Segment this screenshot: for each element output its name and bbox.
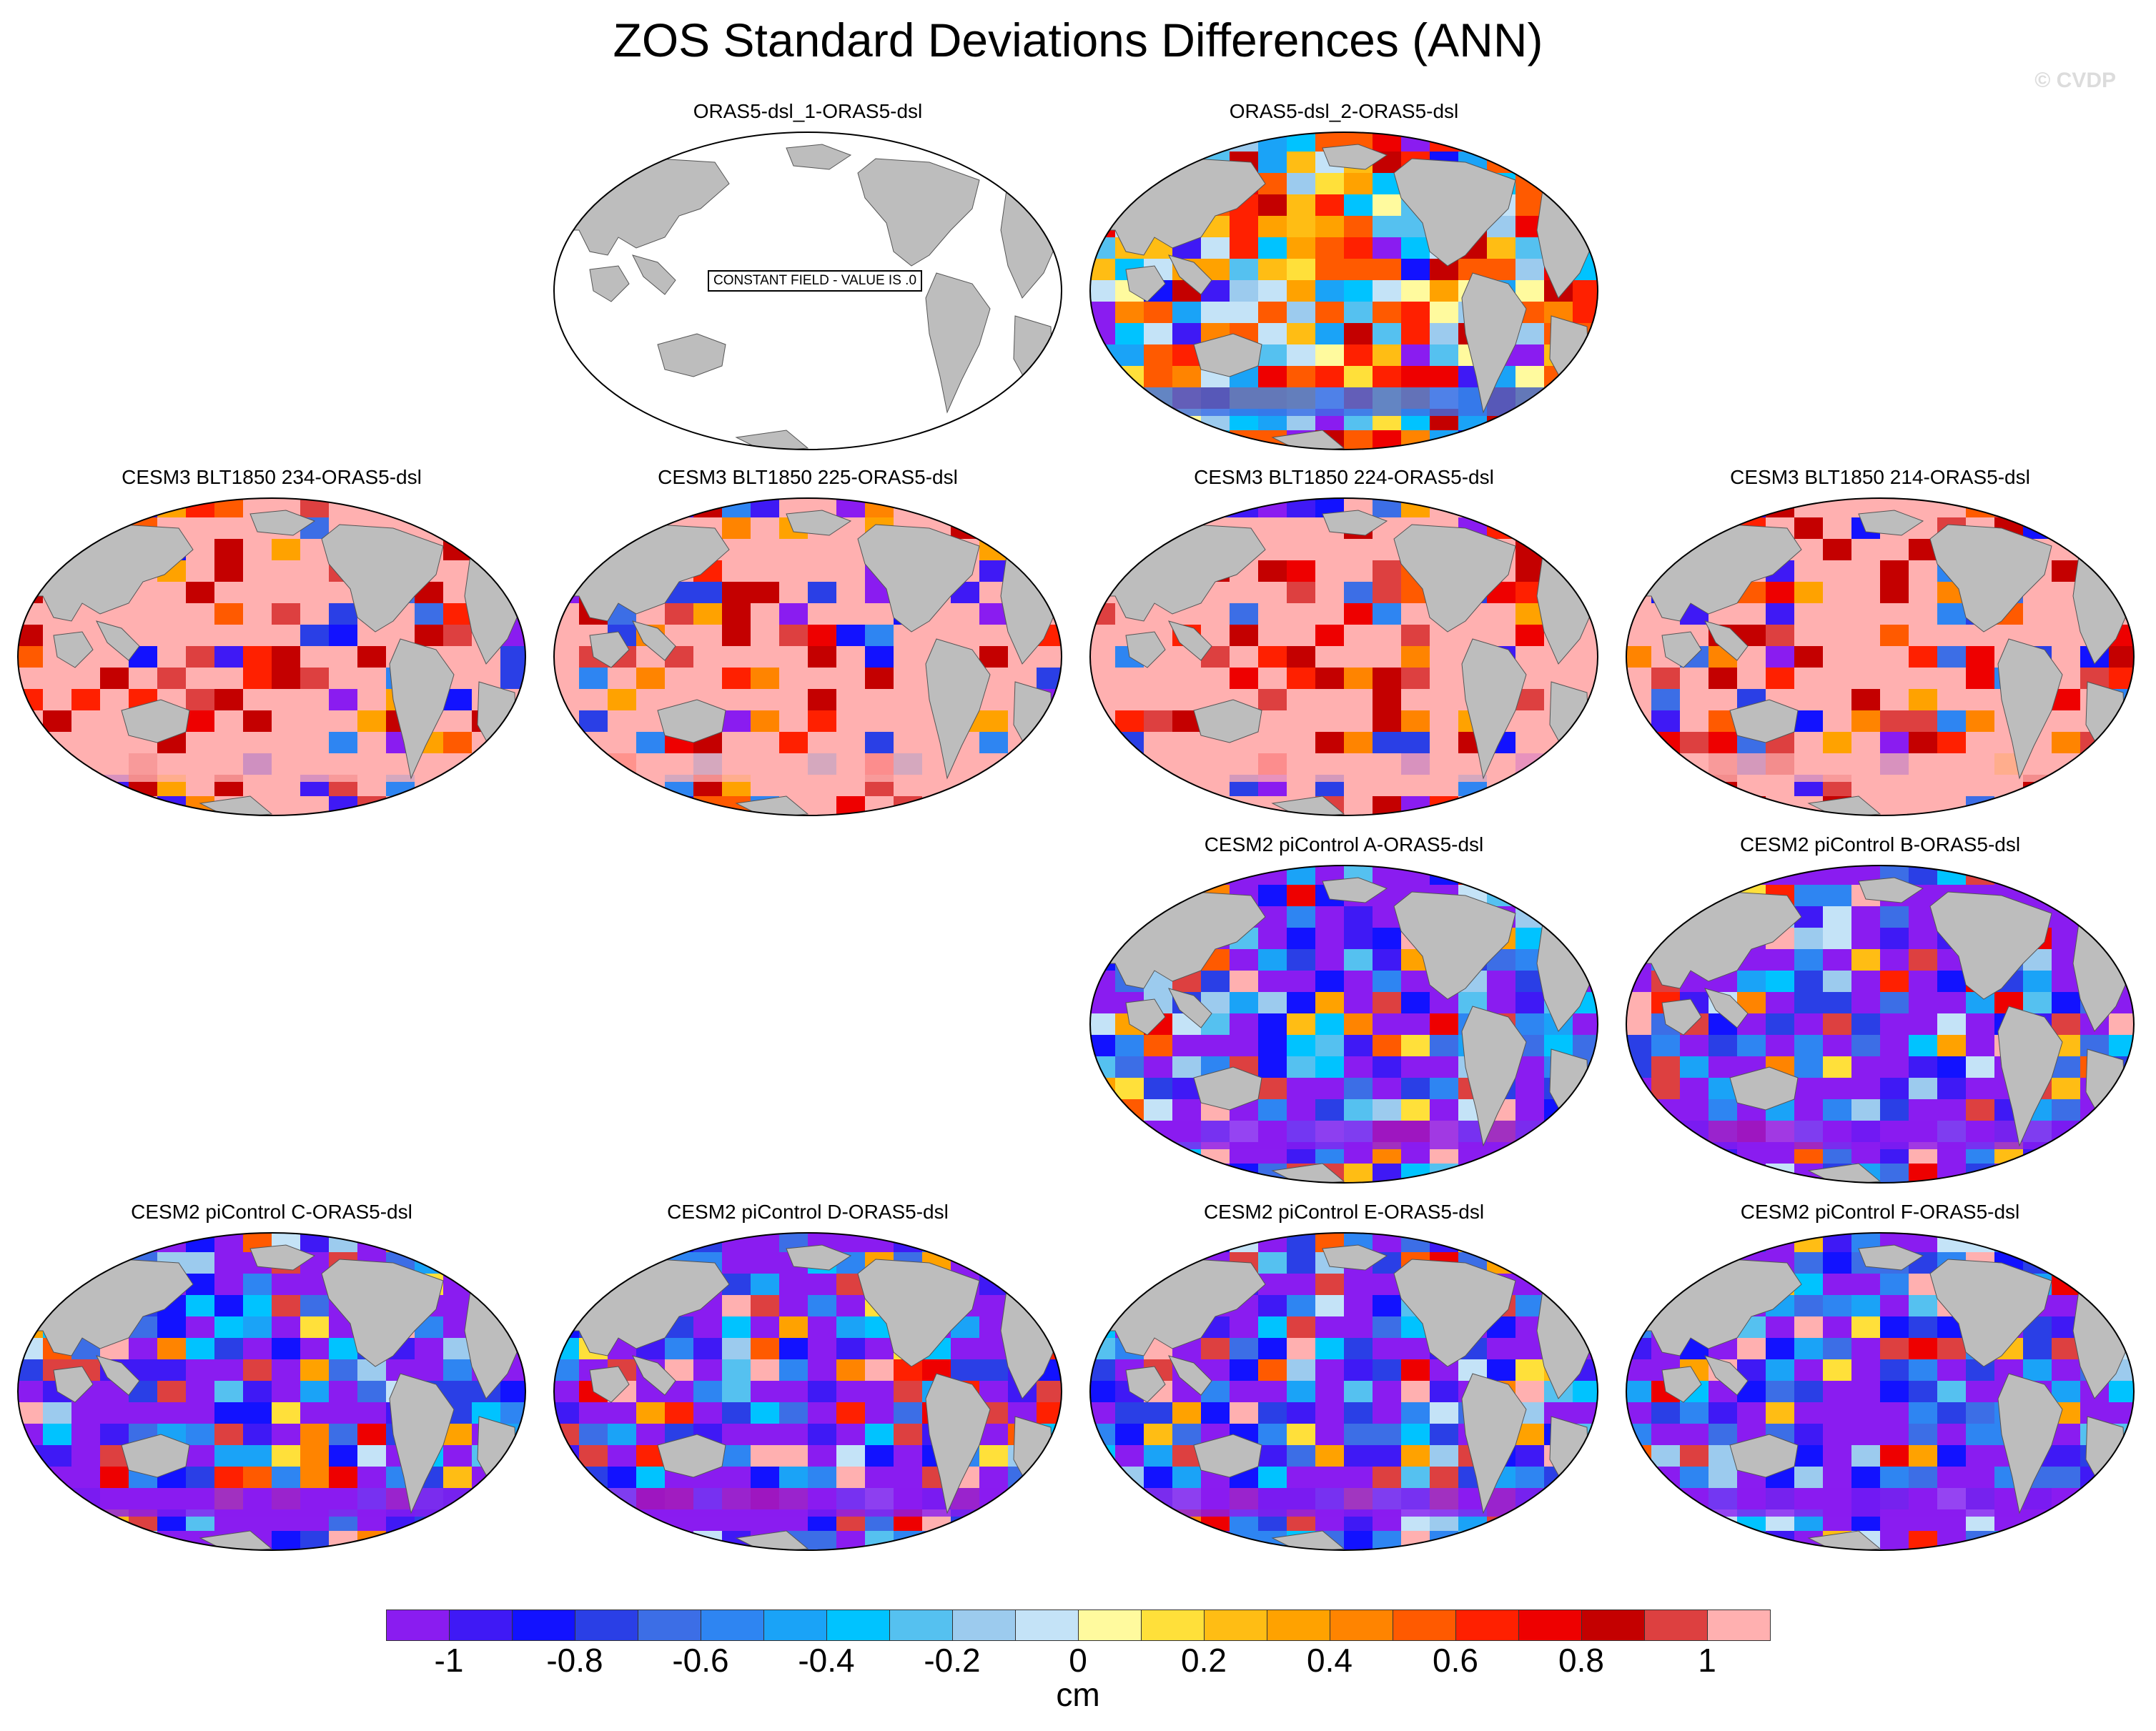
colorbar-swatch	[763, 1610, 827, 1641]
world-map	[1626, 1232, 2135, 1551]
colorbar-tick-label: 1	[1698, 1642, 1716, 1679]
map-panel: CESM2 piControl F-ORAS5-dsl	[1616, 1201, 2145, 1558]
colorbar-swatch	[1518, 1610, 1582, 1641]
world-map	[1089, 132, 1598, 450]
colorbar-swatch	[952, 1610, 1016, 1641]
colorbar-units: cm	[1056, 1676, 1100, 1713]
world-map	[1089, 497, 1598, 816]
panel-title: ORAS5-dsl_1-ORAS5-dsl	[693, 100, 923, 122]
colorbar-tick-label: -1	[434, 1642, 464, 1679]
map-panel: CESM2 piControl B-ORAS5-dsl	[1616, 833, 2145, 1191]
colorbar-swatch	[1581, 1610, 1645, 1641]
colorbar-swatch	[512, 1610, 575, 1641]
world-map	[1626, 865, 2135, 1184]
world-map	[553, 497, 1062, 816]
colorbar-swatch	[575, 1610, 638, 1641]
world-map	[1089, 865, 1598, 1184]
colorbar-swatch	[889, 1610, 953, 1641]
panel-title: CESM3 BLT1850 224-ORAS5-dsl	[1194, 466, 1494, 488]
map-panel: ORAS5-dsl_1-ORAS5-dsl CONSTANT FIELD - VA…	[543, 100, 1072, 457]
colorbar-swatch	[638, 1610, 701, 1641]
colorbar-tick-label: 0.2	[1181, 1642, 1227, 1679]
colorbar-swatch	[1455, 1610, 1519, 1641]
panel-title: CESM2 piControl D-ORAS5-dsl	[667, 1201, 949, 1223]
panel-title: CESM2 piControl C-ORAS5-dsl	[131, 1201, 412, 1223]
panel-title: CESM3 BLT1850 234-ORAS5-dsl	[122, 466, 422, 488]
colorbar-tick-label: 0.4	[1307, 1642, 1353, 1679]
map-panel: CESM2 piControl C-ORAS5-dsl	[7, 1201, 536, 1558]
colorbar-tick-label: -0.4	[798, 1642, 855, 1679]
map-panel: CESM3 BLT1850 234-ORAS5-dsl	[7, 466, 536, 823]
map-panel: CESM2 piControl E-ORAS5-dsl	[1079, 1201, 1608, 1558]
map-panel: CESM3 BLT1850 224-ORAS5-dsl	[1079, 466, 1608, 823]
colorbar-tick-label: -0.8	[546, 1642, 603, 1679]
world-map	[17, 497, 526, 816]
colorbar-swatch	[386, 1610, 450, 1641]
map-panel: CESM2 piControl D-ORAS5-dsl	[543, 1201, 1072, 1558]
world-map	[553, 1232, 1062, 1551]
panel-title: CESM3 BLT1850 214-ORAS5-dsl	[1730, 466, 2030, 488]
panel-title: CESM2 piControl B-ORAS5-dsl	[1739, 833, 2021, 855]
map-panel: CESM3 BLT1850 225-ORAS5-dsl	[543, 466, 1072, 823]
colorbar-tick-label: 0	[1069, 1642, 1087, 1679]
colorbar-swatch	[701, 1610, 764, 1641]
map-panel: ORAS5-dsl_2-ORAS5-dsl	[1079, 100, 1608, 457]
colorbar-tick-label: 0.6	[1433, 1642, 1478, 1679]
colorbar-swatch	[1204, 1610, 1267, 1641]
colorbar-tick-label: 0.8	[1558, 1642, 1604, 1679]
figure-title: ZOS Standard Deviations Differences (ANN…	[613, 14, 1543, 66]
world-map	[17, 1232, 526, 1551]
colorbar-swatch	[1141, 1610, 1205, 1641]
map-panel: CESM3 BLT1850 214-ORAS5-dsl	[1616, 466, 2145, 823]
colorbar-tick-label: -0.6	[672, 1642, 729, 1679]
world-map	[1089, 1232, 1598, 1551]
constant-field-note: CONSTANT FIELD - VALUE IS .0	[708, 270, 923, 292]
world-map	[1626, 497, 2135, 816]
colorbar-swatch	[449, 1610, 513, 1641]
panel-title: ORAS5-dsl_2-ORAS5-dsl	[1229, 100, 1459, 122]
colorbar-swatch	[1330, 1610, 1393, 1641]
cvdp-watermark: © CVDP	[2034, 69, 2116, 92]
colorbar-swatch	[1644, 1610, 1708, 1641]
colorbar-swatch	[1707, 1610, 1771, 1641]
map-panel: CESM2 piControl A-ORAS5-dsl	[1079, 833, 1608, 1191]
colorbar-swatch	[826, 1610, 890, 1641]
colorbar-swatch	[1078, 1610, 1142, 1641]
panel-title: CESM3 BLT1850 225-ORAS5-dsl	[658, 466, 958, 488]
panel-title: CESM2 piControl A-ORAS5-dsl	[1204, 833, 1484, 855]
colorbar-swatch	[1015, 1610, 1079, 1641]
panel-title: CESM2 piControl E-ORAS5-dsl	[1203, 1201, 1485, 1223]
colorbar-swatch	[1267, 1610, 1330, 1641]
colorbar-swatch	[1393, 1610, 1456, 1641]
panel-title: CESM2 piControl F-ORAS5-dsl	[1740, 1201, 2020, 1223]
colorbar-tick-label: -0.2	[924, 1642, 981, 1679]
